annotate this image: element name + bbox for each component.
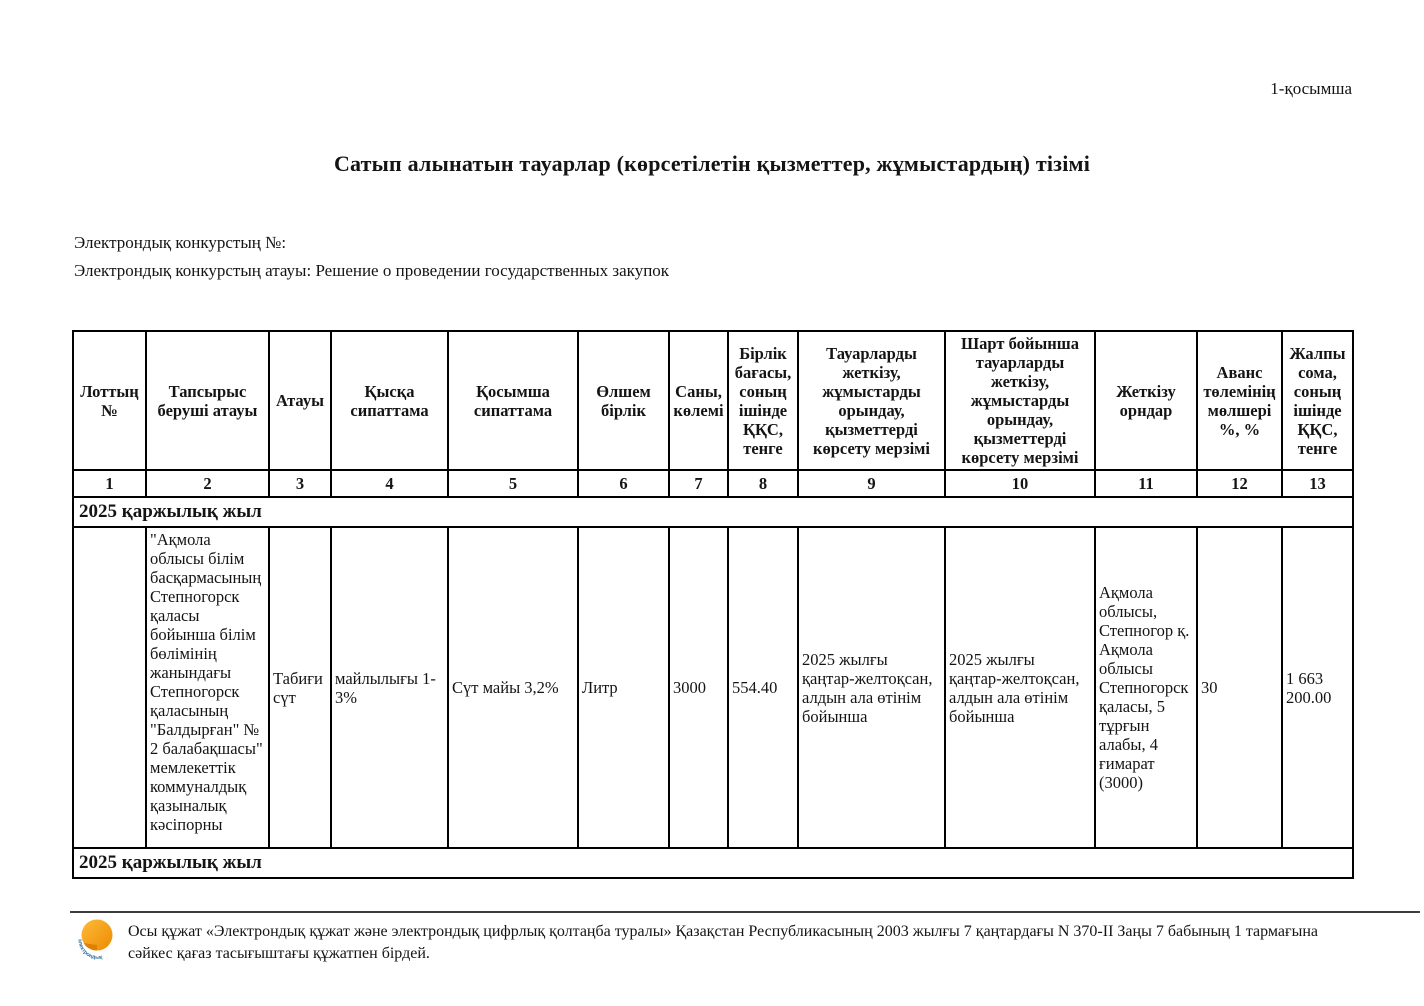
footer-divider <box>70 911 1420 913</box>
cell-short-description: майлылығы 1-3% <box>330 526 449 849</box>
procurement-table: Лоттың № Тапсырыс беруші атауы Атауы Қыс… <box>72 330 1354 879</box>
header-customer-name: Тапсырыс беруші атауы <box>145 330 270 471</box>
cell-additional-description: Сүт майы 3,2% <box>447 526 579 849</box>
header-unit-price: Бірлік бағасы, соның ішінде ҚҚС, тенге <box>727 330 799 471</box>
cell-total-amount: 1 663 200.00 <box>1281 526 1354 849</box>
legal-note: Осы құжат «Электрондық құжат және электр… <box>128 923 1318 962</box>
header-delivery-places: Жеткізу орндар <box>1094 330 1198 471</box>
header-additional-description: Қосымша сипаттама <box>447 330 579 471</box>
column-number: 11 <box>1094 469 1198 498</box>
cell-item-name: Табиғи сүт <box>268 526 332 849</box>
column-number: 12 <box>1196 469 1283 498</box>
column-number: 9 <box>797 469 946 498</box>
header-quantity: Саны, көлемі <box>668 330 729 471</box>
cell-contract-delivery-term: 2025 жылғы қаңтар-желтоқсан, алдын ала ө… <box>944 526 1096 849</box>
column-number: 10 <box>944 469 1096 498</box>
header-contract-delivery-term: Шарт бойынша тауарларды жеткізу, жұмыста… <box>944 330 1096 471</box>
cell-delivery-places: Ақмола облысы, Степногор қ. Ақмола облыс… <box>1094 526 1198 849</box>
table-row: "Ақмола облысы білім басқармасының Степн… <box>72 526 1354 849</box>
column-number: 8 <box>727 469 799 498</box>
column-number: 4 <box>330 469 449 498</box>
cell-advance-payment: 30 <box>1196 526 1283 849</box>
footer: электрондық үкімет Осы құжат «Электронды… <box>73 914 1366 965</box>
column-number-row: 1 2 3 4 5 6 7 8 9 10 11 12 13 <box>72 469 1354 498</box>
column-number: 5 <box>447 469 579 498</box>
fiscal-year-section-row: 2025 қаржылық жыл <box>72 496 1354 528</box>
column-number: 1 <box>72 469 147 498</box>
header-total-amount: Жалпы сома, соның ішінде ҚҚС, тенге <box>1281 330 1354 471</box>
cell-quantity: 3000 <box>668 526 729 849</box>
column-number: 3 <box>268 469 332 498</box>
page-title: Сатып алынатын тауарлар (көрсетілетін қы… <box>333 151 1091 176</box>
header-advance-payment: Аванс төлемінің мөлшері %, % <box>1196 330 1283 471</box>
cell-unit-price: 554.40 <box>727 526 799 849</box>
contest-meta: Электрондық конкурстың №: Электрондық ко… <box>74 229 669 285</box>
contest-name-line: Электрондық конкурстың атауы: Решение о … <box>74 261 670 280</box>
column-number: 7 <box>668 469 729 498</box>
header-unit: Өлшем бірлік <box>577 330 670 471</box>
fiscal-year-label: 2025 қаржылық жыл <box>72 496 1354 528</box>
table-header-row: Лоттың № Тапсырыс беруші атауы Атауы Қыс… <box>72 330 1354 471</box>
fiscal-year-label-bottom: 2025 қаржылық жыл <box>72 847 1354 879</box>
contest-number-line: Электрондық конкурстың №: <box>74 233 287 252</box>
header-lot-number: Лоттың № <box>72 330 147 471</box>
egov-logo-icon: электрондық үкімет <box>73 914 117 962</box>
column-number: 6 <box>577 469 670 498</box>
header-item-name: Атауы <box>268 330 332 471</box>
fiscal-year-section-row-bottom: 2025 қаржылық жыл <box>72 847 1354 879</box>
appendix-label: 1-қосымша <box>1270 79 1352 98</box>
cell-customer-name: "Ақмола облысы білім басқармасының Степн… <box>145 526 270 849</box>
cell-unit: Литр <box>577 526 670 849</box>
header-short-description: Қысқа сипаттама <box>330 330 449 471</box>
column-number: 2 <box>145 469 270 498</box>
column-number: 13 <box>1281 469 1354 498</box>
cell-lot-number <box>72 526 147 849</box>
cell-delivery-term: 2025 жылғы қаңтар-желтоқсан, алдын ала ө… <box>797 526 946 849</box>
header-delivery-term: Тауарларды жеткізу, жұмыстарды орындау, … <box>797 330 946 471</box>
